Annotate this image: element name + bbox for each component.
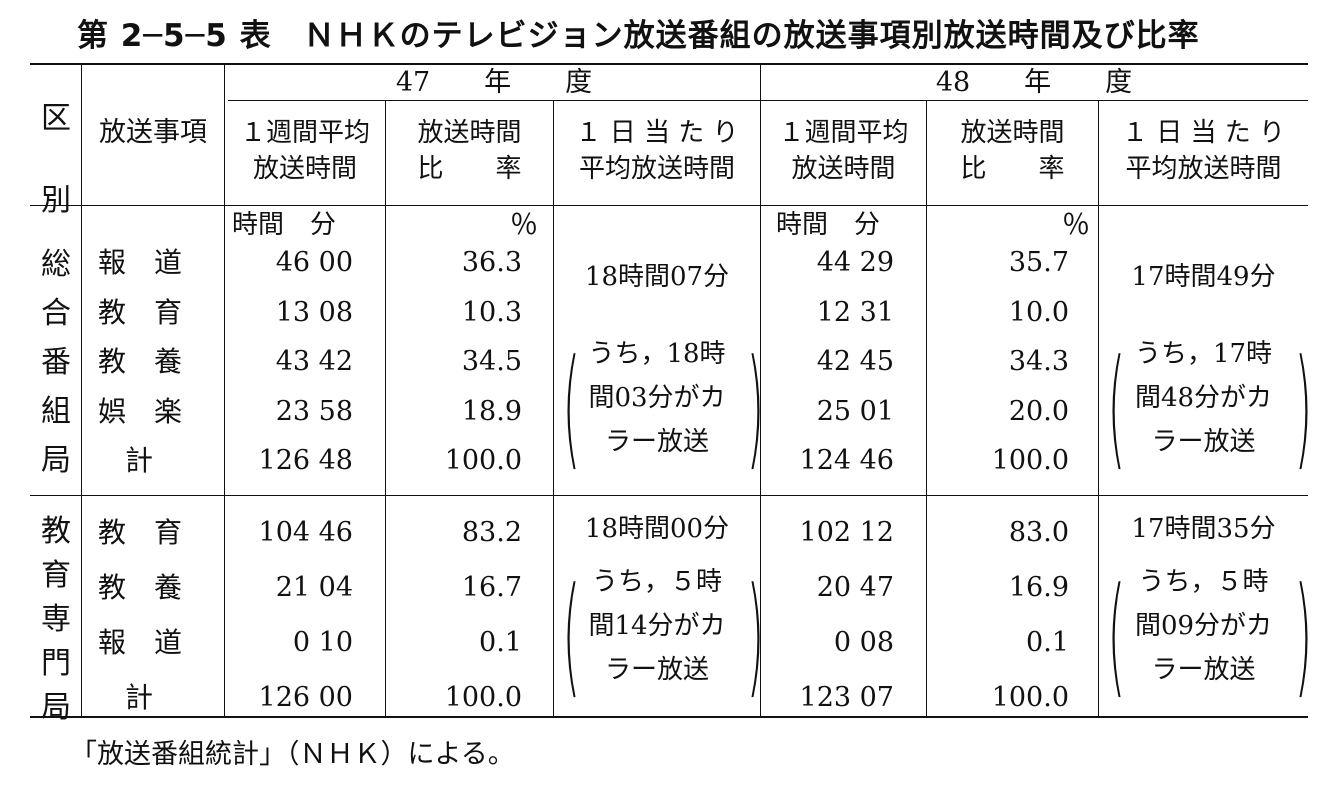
row-item-1-2: 報 道 <box>98 626 183 659</box>
header-col-1-l1: 放送時間 <box>417 118 522 148</box>
header-year-47: 47 年 度 <box>395 67 593 98</box>
row-ratio47-0-4: 100.0 <box>444 445 522 476</box>
row-weekly48-1-1: 20 47 <box>816 572 894 603</box>
bottom-rule <box>30 716 1308 718</box>
row-weekly48-1-0: 102 12 <box>799 517 894 548</box>
row-item-0-4: 計 <box>125 444 154 477</box>
column-rule-0 <box>81 63 82 716</box>
row-ratio48-1-1: 16.9 <box>1008 572 1069 603</box>
row-ratio48-0-3: 20.0 <box>1008 395 1069 427</box>
section-rule <box>30 495 1308 496</box>
daily-47-1: 18時間00分 <box>584 514 730 544</box>
unit-time-47: 時間 分 <box>232 210 337 240</box>
paren-left-47-0: ( <box>562 331 581 483</box>
color-note-48-1: うち，５時 間09分がカ ラー放送 <box>1134 567 1273 685</box>
row-ratio47-0-1: 10.3 <box>461 296 522 328</box>
source-note: 「放送番組統計」（ＮＨＫ）による。 <box>70 739 515 770</box>
row-item-0-3: 娯 楽 <box>98 394 183 428</box>
paren-left-48-0: ( <box>1107 331 1126 483</box>
row-weekly48-0-1: 12 31 <box>816 296 894 328</box>
row-weekly47-1-2: 0 10 <box>292 627 353 658</box>
row-item-0-2: 教 養 <box>98 345 183 378</box>
year-rule <box>228 100 1308 101</box>
row-item-1-3: 計 <box>125 681 154 714</box>
header-col-2-l1: １ 日 当 た り <box>575 118 739 148</box>
header-col-5-l1: １ 日 当 た り <box>1121 118 1286 148</box>
column-rule-5 <box>926 100 927 716</box>
row-weekly47-1-0: 104 46 <box>258 517 353 548</box>
paren-right-48-1: ) <box>1294 559 1313 711</box>
row-item-1-1: 教 養 <box>98 571 183 604</box>
daily-47-0: 18時間07分 <box>584 262 730 292</box>
header-col-1-l2: 比 率 <box>417 154 522 184</box>
row-ratio48-0-2: 34.3 <box>1008 346 1069 377</box>
header-jikou: 放送事項 <box>99 117 207 148</box>
header-col-3-l1: １週間平均 <box>778 118 909 148</box>
paren-right-48-0: ) <box>1294 331 1313 483</box>
column-rule-3 <box>553 100 554 716</box>
header-col-4-l1: 放送時間 <box>960 118 1065 148</box>
daily-48-0: 17時間49分 <box>1131 262 1276 292</box>
unit-percent-48: ％ <box>1062 208 1091 241</box>
row-weekly47-0-4: 126 48 <box>258 445 353 476</box>
row-weekly47-0-2: 43 42 <box>275 346 353 377</box>
header-year-48: 48 年 度 <box>935 67 1133 98</box>
paren-left-48-1: ( <box>1107 559 1126 711</box>
header-kubun: 区別 <box>41 101 71 218</box>
row-ratio47-1-3: 100.0 <box>444 682 522 713</box>
header-col-5-l2: 平均放送時間 <box>1125 154 1282 184</box>
row-weekly48-0-4: 124 46 <box>799 445 894 476</box>
header-rule <box>30 205 1308 206</box>
header-col-3-l2: 放送時間 <box>791 154 896 184</box>
row-weekly48-1-2: 0 08 <box>833 627 894 658</box>
row-item-0-0: 報 道 <box>98 246 183 279</box>
column-rule-6 <box>1098 100 1099 716</box>
row-ratio48-1-3: 100.0 <box>991 682 1069 713</box>
unit-time-48: 時間 分 <box>776 210 881 240</box>
unit-percent-47: ％ <box>510 208 539 241</box>
column-rule-4 <box>760 63 761 716</box>
paren-left-47-1: ( <box>562 559 581 711</box>
row-ratio47-0-2: 34.5 <box>461 346 522 377</box>
paren-right-47-1: ) <box>746 559 765 711</box>
row-weekly48-0-0: 44 29 <box>816 247 894 278</box>
color-note-48-0: うち，17時 間48分がカ ラー放送 <box>1134 339 1273 457</box>
row-item-0-1: 教 育 <box>98 295 183 329</box>
row-weekly47-0-1: 13 08 <box>275 296 353 328</box>
row-weekly48-1-3: 123 07 <box>799 682 894 713</box>
row-weekly48-0-3: 25 01 <box>816 395 894 427</box>
top-rule <box>30 63 1308 65</box>
row-ratio47-1-1: 16.7 <box>461 572 522 603</box>
header-col-0-l1: １週間平均 <box>239 118 370 148</box>
header-col-4-l2: 比 率 <box>960 154 1065 184</box>
row-ratio48-1-2: 0.1 <box>1026 627 1069 658</box>
row-weekly47-1-3: 126 00 <box>258 682 353 713</box>
row-ratio48-0-4: 100.0 <box>991 445 1069 476</box>
header-col-2-l2: 平均放送時間 <box>578 154 735 184</box>
row-weekly47-1-1: 21 04 <box>275 572 353 603</box>
color-note-47-1: うち，５時 間14分がカ ラー放送 <box>588 567 726 685</box>
paren-right-47-0: ) <box>746 331 765 483</box>
row-weekly47-0-0: 46 00 <box>275 247 353 278</box>
header-col-0-l2: 放送時間 <box>252 154 357 184</box>
row-weekly48-0-2: 42 45 <box>816 346 894 377</box>
column-rule-1 <box>224 63 225 716</box>
row-item-1-0: 教 育 <box>98 516 183 549</box>
daily-48-1: 17時間35分 <box>1131 514 1276 544</box>
row-ratio48-0-1: 10.0 <box>1008 296 1069 328</box>
row-ratio47-0-3: 18.9 <box>461 395 522 427</box>
row-weekly47-0-3: 23 58 <box>275 395 353 427</box>
row-ratio47-1-2: 0.1 <box>479 627 522 658</box>
page-title: 第 2─5─5 表 ＮＨＫのテレビジョン放送番組の放送事項別放送時間及び比率 <box>77 18 1200 54</box>
section-name-1: 教育専門局 <box>41 514 71 725</box>
column-rule-2 <box>385 100 386 716</box>
row-ratio48-1-0: 83.0 <box>1008 517 1069 548</box>
row-ratio47-0-0: 36.3 <box>461 247 522 278</box>
section-name-0: 総合番組局 <box>41 247 71 478</box>
row-ratio47-1-0: 83.2 <box>461 517 522 548</box>
color-note-47-0: うち，18時 間03分がカ ラー放送 <box>588 339 726 457</box>
row-ratio48-0-0: 35.7 <box>1008 247 1069 278</box>
